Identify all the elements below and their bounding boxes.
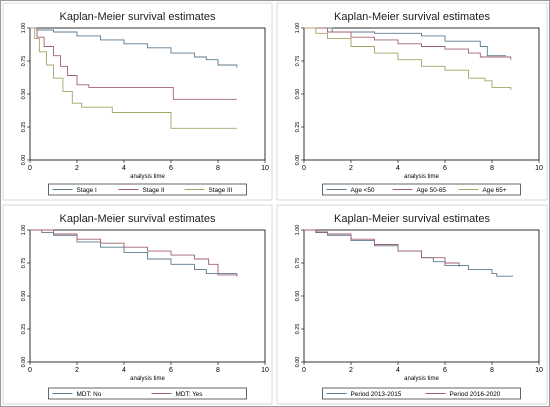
y-tick-label: 0.50: [295, 291, 301, 302]
legend-box: [322, 183, 521, 196]
x-axis-label: analysis time: [404, 174, 439, 180]
x-tick-label: 0: [302, 165, 306, 172]
x-tick-label: 4: [122, 367, 126, 374]
km-panel-3: Kaplan-Meier survival estimates 0.00 0.25 0…: [2, 204, 273, 405]
x-tick-label: 0: [302, 367, 306, 374]
legend-entry: Age 50-65: [417, 187, 447, 194]
chart-title: Kaplan-Meier survival estimates: [334, 11, 490, 23]
km-curve-3: [304, 27, 512, 90]
x-axis-label: analysis time: [130, 174, 165, 180]
x-tick-label: 4: [122, 165, 126, 172]
x-tick-label: 0: [28, 367, 32, 374]
legend-entry: Period 2013-2015: [351, 391, 402, 398]
chart-title: Kaplan-Meier survival estimates: [60, 213, 216, 225]
legend-entry: MDT: No: [77, 391, 102, 398]
chart-title: Kaplan-Meier survival estimates: [334, 213, 490, 225]
x-axis-label: analysis time: [404, 376, 439, 382]
km-curve-1: [304, 27, 507, 57]
x-tick-label: 4: [396, 165, 400, 172]
km-panel-4: Kaplan-Meier survival estimates 0.00 0.25 0…: [276, 204, 548, 405]
chart-title: Kaplan-Meier survival estimates: [60, 11, 216, 23]
y-tick-label: 0.50: [21, 89, 27, 100]
legend-entry: Age 65+: [483, 187, 507, 194]
y-tick-label: 1.00: [295, 23, 301, 34]
legend-entry: Age <50: [351, 187, 375, 194]
x-tick-label: 8: [490, 367, 494, 374]
x-axis-label: analysis time: [130, 376, 165, 382]
legend: MDT: No MDT: Yes: [48, 387, 247, 400]
plot-frame: [303, 229, 540, 363]
x-tick-label: 8: [216, 165, 220, 172]
km-panel-2: Kaplan-Meier survival estimates 0.00 0.25 0…: [276, 2, 548, 201]
legend-entry: Stage II: [143, 187, 165, 194]
x-tick-label: 4: [396, 367, 400, 374]
y-tick-label: 0.25: [295, 122, 301, 133]
y-tick-label: 0.25: [21, 122, 27, 133]
legend-box: [48, 183, 247, 196]
legend: Stage I Stage II Stage III: [48, 183, 247, 196]
x-tick-label: 2: [349, 165, 353, 172]
y-tick-label: 0.75: [295, 56, 301, 67]
y-tick-label: 0.75: [295, 258, 301, 269]
y-tick-label: 0.25: [21, 324, 27, 335]
y-tick-label: 0.00: [21, 357, 27, 368]
y-tick-label: 0.75: [21, 56, 27, 67]
km-curve-1: [30, 27, 238, 68]
y-tick-label: 0.25: [295, 324, 301, 335]
x-tick-label: 10: [261, 367, 269, 374]
km-curve-2: [304, 229, 460, 267]
legend: Period 2013-2015 Period 2016-2020: [322, 387, 521, 400]
x-tick-label: 6: [443, 165, 447, 172]
y-tick-label: 1.00: [295, 225, 301, 236]
km-curve-2: [30, 27, 237, 100]
plot-frame: [303, 27, 540, 161]
legend-entry: MDT: Yes: [176, 391, 203, 398]
x-tick-label: 8: [490, 165, 494, 172]
km-curve-3: [30, 27, 237, 129]
x-tick-label: 2: [349, 367, 353, 374]
legend-entry: Period 2016-2020: [450, 391, 501, 398]
x-tick-label: 2: [75, 367, 79, 374]
x-tick-label: 6: [169, 165, 173, 172]
x-tick-label: 10: [261, 165, 269, 172]
legend-entry: Stage I: [77, 187, 97, 194]
legend-box: [322, 387, 521, 400]
y-tick-label: 1.00: [21, 23, 27, 34]
x-tick-label: 10: [535, 165, 543, 172]
plot-frame: [29, 27, 266, 161]
legend-box: [48, 387, 247, 400]
x-tick-label: 2: [75, 165, 79, 172]
x-tick-label: 6: [169, 367, 173, 374]
y-tick-label: 1.00: [21, 225, 27, 236]
y-tick-label: 0.50: [295, 89, 301, 100]
x-tick-label: 0: [28, 165, 32, 172]
x-tick-label: 10: [535, 367, 543, 374]
y-tick-label: 0.75: [21, 258, 27, 269]
y-tick-label: 0.50: [21, 291, 27, 302]
km-curve-2: [304, 27, 512, 60]
y-tick-label: 0.00: [21, 155, 27, 166]
legend: Age <50 Age 50-65 Age 65+: [322, 183, 521, 196]
y-tick-label: 0.00: [295, 155, 301, 166]
legend-entry: Stage III: [209, 187, 233, 194]
x-tick-label: 6: [443, 367, 447, 374]
km-curve-2: [30, 229, 238, 277]
y-tick-label: 0.00: [295, 357, 301, 368]
x-tick-label: 8: [216, 367, 220, 374]
km-panel-1: Kaplan-Meier survival estimates 0.00 0.25 0…: [2, 2, 273, 201]
